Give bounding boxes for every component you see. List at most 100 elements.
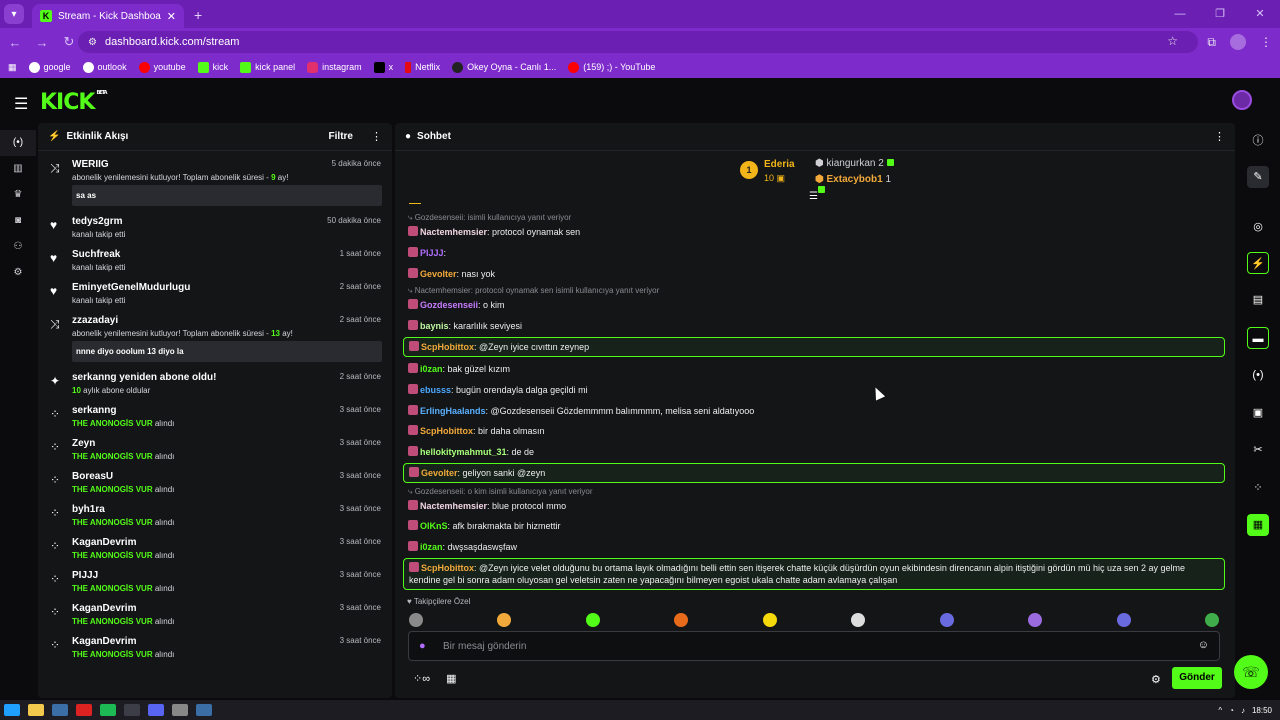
activity-event[interactable]: ⁘ KaganDevrim 3 saat önce THE ANONOGİS VUR … xyxy=(38,537,392,560)
event-username[interactable]: serkanng yeniden abone oldu! xyxy=(72,372,217,383)
emote-icon[interactable] xyxy=(497,613,512,627)
chat-username[interactable]: i0zan xyxy=(420,364,443,374)
chat-message[interactable]: i0zan: dwşsaşdaswşfaw xyxy=(403,541,1225,552)
activity-event[interactable]: ♥ Suchfreak 1 saat önce kanalı takip etti xyxy=(38,249,392,272)
bookmark-netflix[interactable]: Netflix xyxy=(405,61,440,73)
chat-message[interactable]: ebusss: bugün orendayla dalga geçildi mi xyxy=(403,384,1225,395)
chat-message[interactable]: baynis: kararlılık seviyesi xyxy=(403,320,1225,331)
store-icon[interactable]: ▦ xyxy=(446,673,457,685)
quick-actions-bolt-icon[interactable]: ⚡ xyxy=(1247,252,1269,274)
chat-message[interactable]: i0zan: bak güzel kızım xyxy=(403,363,1225,374)
event-username[interactable]: PIJJJ xyxy=(72,570,99,581)
community-icon[interactable]: ⚇ xyxy=(13,241,23,252)
chat-username[interactable]: ScpHobittox xyxy=(420,426,473,436)
browser-menu-icon[interactable]: ⋮ xyxy=(1260,35,1272,49)
new-tab-button[interactable]: + xyxy=(194,7,203,23)
chat-username[interactable]: ScpHobittox xyxy=(421,342,474,352)
address-bar[interactable]: ⚙ dashboard.kick.com/stream ☆ xyxy=(78,31,1198,53)
chat-message[interactable]: PIJJJ: xyxy=(403,247,1225,258)
chat-username[interactable]: Nactemhemsier xyxy=(420,501,488,511)
chat-username[interactable]: Gevolter xyxy=(421,468,458,478)
chat-username[interactable]: PIJJJ xyxy=(420,248,444,258)
chat-message[interactable]: Nactemhemsier: blue protocol mmo xyxy=(403,500,1225,511)
wifi-icon[interactable]: ◔ xyxy=(1229,705,1234,715)
event-username[interactable]: KaganDevrim xyxy=(72,537,137,548)
stream-broadcast-icon[interactable]: (•) xyxy=(0,130,36,156)
event-username[interactable]: KaganDevrim xyxy=(72,636,137,647)
activity-event[interactable]: ⁘ BoreasU 3 saat önce THE ANONOGİS VUR alın… xyxy=(38,471,392,494)
chat-username[interactable]: ErlingHaalands xyxy=(420,406,486,416)
emote-icon[interactable] xyxy=(1116,613,1131,627)
chat-message[interactable]: Gevolter: geliyon sanki @zeyn xyxy=(403,463,1225,483)
activity-event[interactable]: ⁘ KaganDevrim 3 saat önce THE ANONOGİS VUR … xyxy=(38,636,392,659)
event-username[interactable]: Suchfreak xyxy=(72,249,121,260)
analytics-icon[interactable]: ▥ xyxy=(13,163,23,174)
chat-message[interactable]: Nactemhemsier: protocol oynamak sen xyxy=(403,226,1225,237)
chat-settings-icon[interactable]: ⚙ xyxy=(1151,674,1161,686)
event-username[interactable]: KaganDevrim xyxy=(72,603,137,614)
broadcast-icon[interactable]: (•) xyxy=(1252,369,1264,381)
chat-toggle-icon[interactable]: ▬ xyxy=(1247,327,1269,349)
settings-gear-icon[interactable]: ⚙ xyxy=(13,267,23,278)
steam-client-icon[interactable] xyxy=(196,704,212,716)
bookmark-instagram[interactable]: instagram xyxy=(307,61,362,73)
send-button[interactable]: Gönder xyxy=(1172,667,1222,689)
apps-grid-icon[interactable]: ▦ xyxy=(8,61,17,72)
chat-username[interactable]: i0zan xyxy=(420,542,443,552)
discord-icon[interactable] xyxy=(148,704,164,716)
filter-button[interactable]: Filtre xyxy=(328,131,353,142)
forward-button[interactable]: → xyxy=(35,34,49,50)
menu-hamburger-icon[interactable]: ☰ xyxy=(14,96,29,113)
event-username[interactable]: BoreasU xyxy=(72,471,114,482)
chat-message[interactable]: ScpHobittox: @Zeyn iyice cıvıttın zeynep xyxy=(403,337,1225,357)
clock-time[interactable]: 18:50 xyxy=(1251,705,1272,715)
chat-message[interactable]: OlKnS: afk bırakmakta bir hizmettir xyxy=(403,520,1225,531)
chat-username[interactable]: Gevolter xyxy=(420,269,457,279)
emote-icon[interactable] xyxy=(585,613,600,627)
event-username[interactable]: WERIIG xyxy=(72,159,109,170)
emote-icon[interactable] xyxy=(1028,613,1043,627)
event-username[interactable]: Zeyn xyxy=(72,438,96,449)
support-chat-icon[interactable]: ☏ xyxy=(1234,655,1268,689)
event-username[interactable]: EminyetGenelMudurlugu xyxy=(72,282,191,293)
info-icon[interactable]: ⓘ xyxy=(1252,135,1264,147)
chat-message[interactable]: ErlingHaalands: @Gozdesenseii Gözdemmmm … xyxy=(403,405,1225,416)
app-icon[interactable] xyxy=(172,704,188,716)
chat-message[interactable]: hellokitymahmut_31: de de xyxy=(403,446,1225,457)
bookmark-kick-panel[interactable]: kick panel xyxy=(240,61,295,73)
chat-message[interactable]: ScpHobittox: @Zeyn iyice velet olduğunu … xyxy=(403,558,1225,590)
chat-username[interactable]: Nactemhemsier xyxy=(420,227,488,237)
bookmark-okey[interactable]: Okey Oyna - Canlı 1... xyxy=(452,61,556,73)
close-window-button[interactable]: ✕ xyxy=(1255,8,1265,20)
wrench-icon[interactable]: ✂ xyxy=(1253,444,1263,456)
bookmark-kick[interactable]: kick xyxy=(197,61,228,73)
leader-second[interactable]: ⬢ kiangurkan 2 xyxy=(815,158,894,169)
edit-pencil-icon[interactable]: ✎ xyxy=(1247,166,1269,188)
channel-points-icon[interactable]: ⁘∞ xyxy=(413,673,431,685)
activity-event[interactable]: ♥ tedys2grm 50 dakika önce kanalı takip ett… xyxy=(38,216,392,239)
back-button[interactable]: ← xyxy=(8,34,22,50)
activity-event[interactable]: ♥ EminyetGenelMudurlugu 2 saat önce kanalı … xyxy=(38,282,392,305)
chat-message[interactable]: Gevolter: nası yok xyxy=(403,268,1225,279)
chat-username[interactable]: OlKnS xyxy=(420,521,448,531)
reload-button[interactable]: ↻ xyxy=(63,34,75,49)
activity-event[interactable]: ⤨ zzazadayi 2 saat önce abonelik yenilemesi… xyxy=(38,315,392,362)
event-username[interactable]: zzazadayi xyxy=(72,315,119,326)
volume-icon[interactable]: ♪ xyxy=(1240,705,1245,715)
moderation-icon[interactable]: ◙ xyxy=(14,215,22,226)
bookmark-youtube[interactable]: youtube xyxy=(138,61,186,73)
capture-icon[interactable]: ◎ xyxy=(1253,221,1263,233)
activity-event[interactable]: ✦ serkanng yeniden abone oldu! 2 saat önce… xyxy=(38,372,392,395)
more-options-icon[interactable]: ⋮ xyxy=(371,131,382,143)
chat-username[interactable]: ScpHobittox xyxy=(421,563,474,573)
site-info-icon[interactable]: ⚙ xyxy=(88,36,97,48)
start-menu-icon[interactable] xyxy=(4,704,20,716)
maximize-window-button[interactable]: ❐ xyxy=(1215,8,1225,20)
activity-event[interactable]: ⁘ byh1ra 3 saat önce THE ANONOGİS VUR alınd… xyxy=(38,504,392,527)
bookmark-star-icon[interactable]: ☆ xyxy=(1167,34,1178,48)
tab-search-button[interactable]: ▾ xyxy=(4,4,24,24)
emote-icon[interactable] xyxy=(762,613,777,627)
activity-event[interactable]: ⁘ Zeyn 3 saat önce THE ANONOGİS VUR alındı xyxy=(38,438,392,461)
event-username[interactable]: byh1ra xyxy=(72,504,105,515)
close-tab-icon[interactable]: ✕ xyxy=(166,10,176,23)
